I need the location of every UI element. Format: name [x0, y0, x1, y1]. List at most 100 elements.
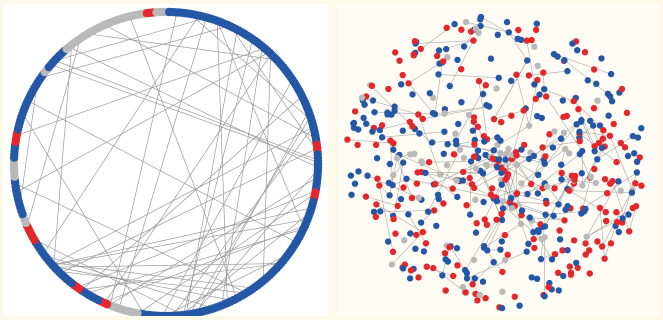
node — [534, 190, 541, 197]
node — [617, 139, 624, 147]
node — [525, 72, 533, 79]
node — [433, 52, 441, 60]
node — [482, 295, 489, 302]
node — [499, 198, 506, 205]
node — [409, 91, 416, 98]
circle-edges — [15, 12, 319, 316]
node — [313, 159, 323, 169]
edge — [15, 183, 247, 294]
edge — [544, 175, 573, 227]
edge — [129, 16, 238, 299]
node — [392, 49, 399, 56]
node — [555, 269, 562, 276]
node — [579, 147, 586, 155]
node — [525, 155, 533, 163]
node — [551, 128, 558, 135]
node — [538, 235, 545, 243]
node — [344, 136, 351, 143]
node — [559, 97, 566, 104]
node — [470, 37, 477, 44]
node — [378, 122, 386, 129]
node — [472, 196, 479, 203]
node — [558, 176, 565, 183]
node — [556, 236, 564, 243]
node — [573, 259, 580, 267]
node — [446, 82, 453, 90]
node — [363, 120, 370, 127]
node — [501, 231, 509, 239]
node — [417, 45, 424, 53]
node — [601, 255, 608, 262]
edge — [388, 162, 404, 184]
edge — [508, 32, 528, 61]
node — [390, 146, 397, 153]
edge — [433, 184, 497, 199]
node — [477, 22, 484, 30]
node — [397, 195, 405, 203]
node — [566, 187, 573, 194]
edge — [59, 147, 318, 274]
circular-network-graph — [9, 7, 323, 316]
node — [555, 201, 562, 208]
node — [440, 200, 447, 207]
node — [378, 134, 386, 141]
node — [453, 177, 460, 184]
node — [411, 38, 419, 45]
node — [629, 132, 637, 140]
node — [563, 112, 570, 120]
node — [524, 190, 531, 198]
node — [537, 255, 545, 263]
node — [429, 139, 436, 146]
node — [462, 18, 470, 26]
node — [604, 190, 611, 197]
edge — [512, 108, 526, 156]
node — [603, 217, 610, 225]
node — [394, 202, 401, 210]
node — [571, 176, 578, 183]
edge — [393, 162, 404, 220]
edge — [483, 197, 512, 248]
edge — [427, 149, 461, 212]
edge — [196, 111, 310, 314]
edge — [50, 262, 254, 289]
node — [564, 247, 571, 254]
edge — [544, 88, 574, 102]
edge — [469, 161, 472, 215]
node — [348, 191, 355, 198]
node — [531, 244, 538, 252]
node — [579, 182, 586, 189]
node — [405, 80, 412, 87]
node — [454, 56, 461, 64]
node — [508, 205, 516, 212]
node — [370, 208, 378, 215]
node — [623, 109, 631, 117]
edge — [221, 46, 263, 306]
node — [581, 49, 589, 56]
cloud-nodes — [344, 13, 645, 312]
edge — [16, 51, 270, 193]
node — [451, 20, 458, 28]
node — [591, 148, 598, 155]
edge — [599, 207, 605, 259]
edge — [466, 251, 527, 279]
node — [613, 158, 620, 166]
node — [474, 147, 482, 154]
node — [499, 205, 507, 212]
node — [471, 153, 478, 160]
node — [467, 28, 475, 35]
node — [541, 293, 548, 300]
node — [596, 204, 604, 212]
edge — [40, 25, 230, 79]
edge — [369, 84, 413, 127]
edge — [374, 111, 435, 115]
node — [432, 181, 439, 188]
node — [606, 93, 614, 100]
node — [350, 120, 357, 127]
node — [508, 194, 515, 202]
node — [466, 174, 473, 182]
edge — [501, 167, 523, 211]
node — [489, 155, 496, 162]
node — [617, 187, 624, 194]
node — [369, 97, 377, 104]
edge — [463, 159, 496, 173]
